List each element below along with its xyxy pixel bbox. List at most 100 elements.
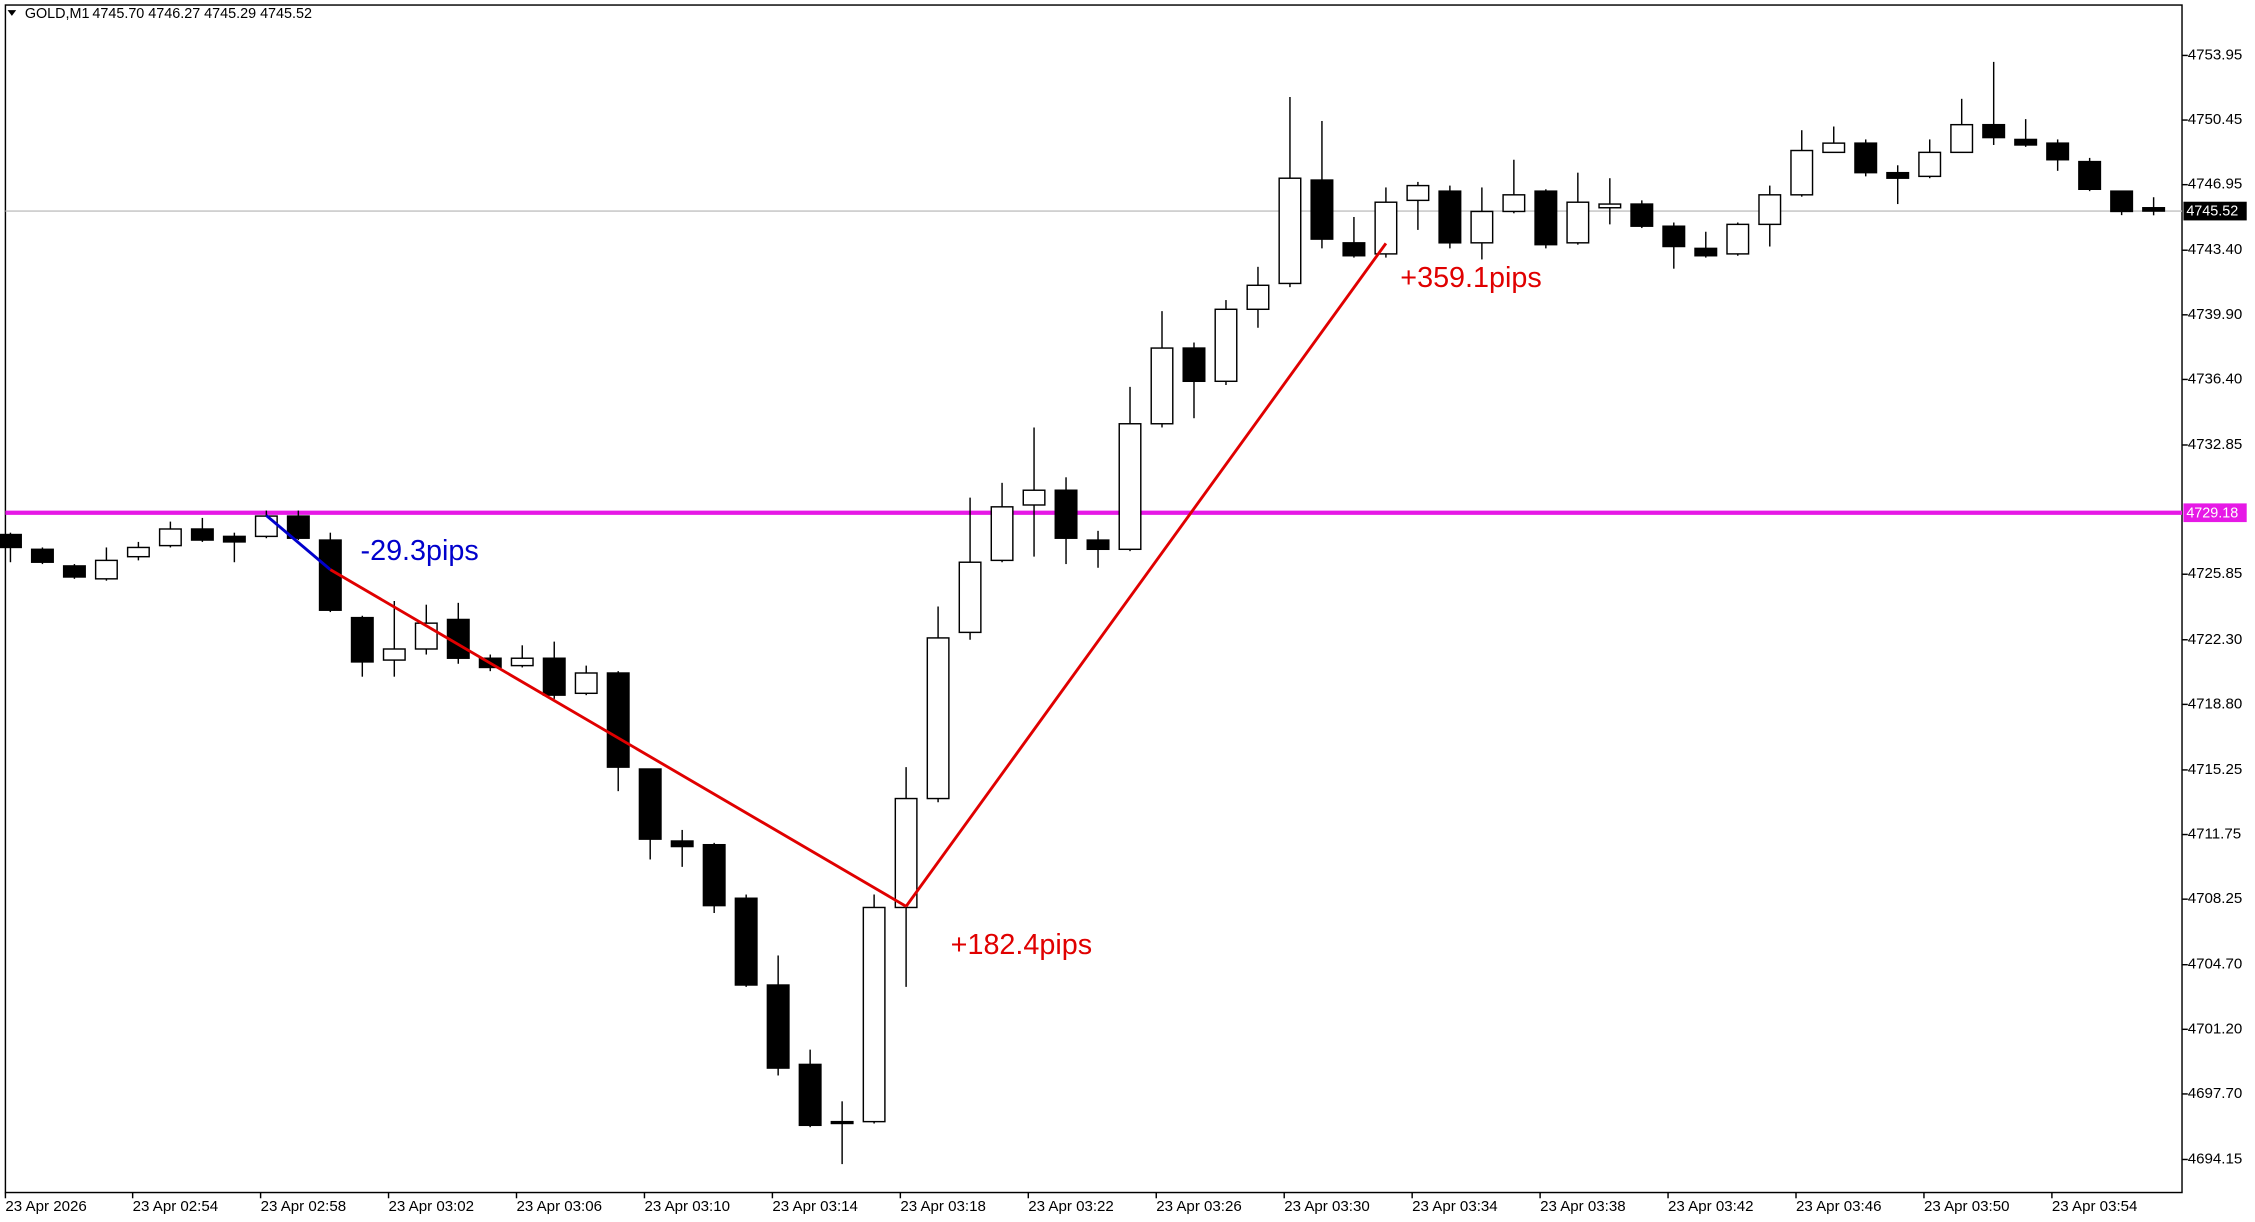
y-tick-label: 4722.30 [2188, 631, 2243, 648]
candle-body [1918, 151, 1942, 178]
trendline-label: +182.4pips [951, 929, 1092, 961]
symbol: GOLD,M1 [25, 6, 90, 22]
candle-body [1182, 347, 1206, 383]
candle-body [1310, 179, 1334, 240]
candle-body [286, 515, 310, 539]
x-tick-label: 23 Apr 02:54 [133, 1198, 219, 1215]
candle-body [1022, 489, 1046, 506]
y-tick-label: 4697.70 [2188, 1085, 2243, 1102]
level-label: 4729.18 [2186, 505, 2238, 521]
candle-body [2142, 207, 2166, 212]
candle-body [1630, 203, 1654, 227]
y-tick-label: 4708.25 [2188, 890, 2243, 907]
candle-body [254, 515, 278, 538]
current-price-box [2183, 201, 2247, 221]
candle-body [1758, 194, 1782, 226]
candle-body [1086, 539, 1110, 551]
candle-body [1502, 194, 1526, 213]
candle-body [0, 533, 22, 549]
candle-body [734, 897, 758, 986]
trendline-label: -29.3pips [361, 535, 479, 567]
candle-body [1470, 210, 1494, 244]
candle-body [958, 561, 982, 634]
current-price-label: 4745.52 [2186, 204, 2238, 220]
x-tick-label: 23 Apr 03:50 [1924, 1198, 2010, 1215]
candle-body [638, 768, 662, 840]
candle-body [926, 637, 950, 800]
y-tick-label: 4736.40 [2188, 370, 2243, 387]
candle-body [670, 840, 694, 848]
candle-body [1886, 171, 1910, 179]
y-tick-label: 4694.15 [2188, 1150, 2243, 1167]
x-tick-label: 23 Apr 03:02 [389, 1198, 475, 1215]
candle-body [350, 616, 374, 663]
y-tick-label: 4750.45 [2188, 111, 2243, 128]
candle-body [2046, 142, 2070, 161]
candle-body [1150, 347, 1174, 425]
candle-body [1566, 201, 1590, 244]
candle-body [1790, 149, 1814, 196]
candle-body [606, 672, 630, 768]
candle-body [190, 528, 214, 541]
candle-body [702, 843, 726, 907]
y-tick-label: 4743.40 [2188, 241, 2243, 258]
candle-body [1982, 123, 2006, 139]
candle-body [510, 657, 534, 667]
trendline [329, 568, 907, 908]
candle-body [2078, 160, 2102, 191]
y-tick-label: 4739.90 [2188, 306, 2243, 323]
candle-body [1694, 247, 1718, 257]
x-tick-label: 23 Apr 03:14 [772, 1198, 858, 1215]
candle-body [798, 1063, 822, 1127]
candle-body [158, 528, 182, 547]
plot-frame [4, 4, 2183, 1194]
candle-body [382, 648, 406, 661]
y-tick-label: 4753.95 [2188, 46, 2243, 63]
y-tick-label: 4732.85 [2188, 436, 2243, 453]
y-tick-label: 4746.95 [2188, 176, 2243, 193]
candle-body [1950, 123, 1974, 154]
candle-body [126, 546, 150, 558]
x-tick-label: 23 Apr 03:38 [1540, 1198, 1626, 1215]
ohlc-readout: 4745.70 4746.27 4745.29 4745.52 [92, 6, 312, 22]
x-tick-label: 23 Apr 02:58 [261, 1198, 347, 1215]
candle-body [1118, 423, 1142, 551]
candle-body [1406, 184, 1430, 202]
y-tick-label: 4725.85 [2188, 565, 2243, 582]
trendline [904, 242, 1388, 908]
candle-body [1854, 142, 1878, 174]
candle-body [1534, 190, 1558, 246]
x-tick-label: 23 Apr 03:34 [1412, 1198, 1498, 1215]
y-tick-label: 4704.70 [2188, 956, 2243, 973]
trendline-label: +359.1pips [1400, 262, 1541, 294]
x-tick-label: 23 Apr 2026 [5, 1198, 86, 1215]
candle-body [62, 565, 86, 578]
candle-body [574, 672, 598, 695]
y-tick-label: 4701.20 [2188, 1020, 2243, 1037]
candle-body [30, 548, 54, 563]
candle-body [1598, 203, 1622, 209]
candle-body [542, 657, 566, 696]
candle-body [1246, 284, 1270, 311]
candle-body [862, 906, 886, 1123]
y-tick-label: 4715.25 [2188, 761, 2243, 778]
level-label-box [2183, 503, 2247, 523]
candle-body [1054, 489, 1078, 539]
x-tick-label: 23 Apr 03:10 [644, 1198, 730, 1215]
y-tick-label: 4718.80 [2188, 695, 2243, 712]
x-tick-label: 23 Apr 03:42 [1668, 1198, 1754, 1215]
candle-body [1438, 190, 1462, 244]
x-tick-label: 23 Apr 03:06 [517, 1198, 603, 1215]
x-tick-label: 23 Apr 03:30 [1284, 1198, 1370, 1215]
x-tick-label: 23 Apr 03:26 [1156, 1198, 1242, 1215]
candle-body [894, 797, 918, 909]
candle-body [1214, 308, 1238, 383]
candle-body [1726, 223, 1750, 255]
candle-body [830, 1120, 854, 1125]
candle-body [1822, 142, 1846, 154]
candle-body [1374, 201, 1398, 255]
candle-body [990, 506, 1014, 562]
candle-body [1662, 225, 1686, 248]
